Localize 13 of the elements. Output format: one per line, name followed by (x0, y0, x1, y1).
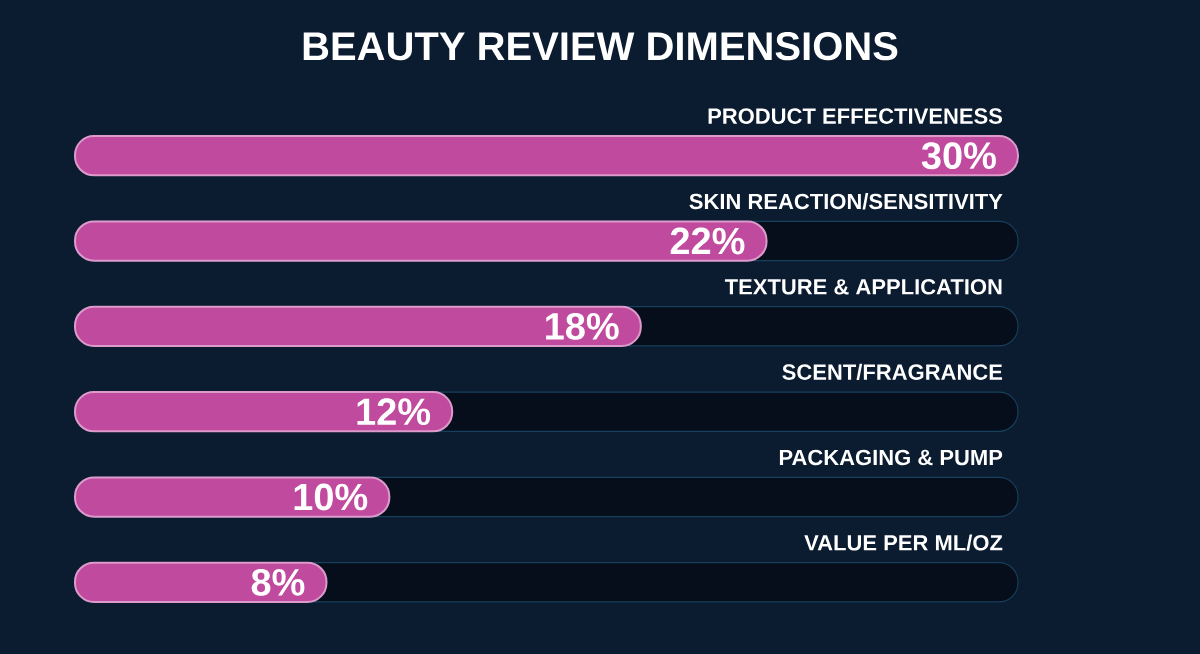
data-label: 12% (357, 398, 431, 426)
data-label: 8% (251, 568, 305, 596)
data-label: 10% (294, 483, 368, 511)
data-label: 18% (546, 312, 619, 340)
y-tick-label: PRODUCT EFFECTIVENESS (708, 108, 1003, 124)
y-tick-label: SCENT/FRAGRANCE (782, 363, 1003, 381)
data-label: 30% (921, 142, 996, 170)
y-tick-label: PACKAGING & PUMP (779, 449, 1003, 466)
y-tick-label: VALUE PER ML/OZ (804, 534, 1003, 551)
y-tick-label: SKIN REACTION/SENSITIVITY (689, 193, 1003, 210)
y-tick-label: TEXTURE & APPLICATION (724, 279, 1002, 295)
data-label: 22% (670, 227, 745, 255)
chart-title: BEAUTY REVIEW DIMENSIONS (303, 32, 898, 61)
